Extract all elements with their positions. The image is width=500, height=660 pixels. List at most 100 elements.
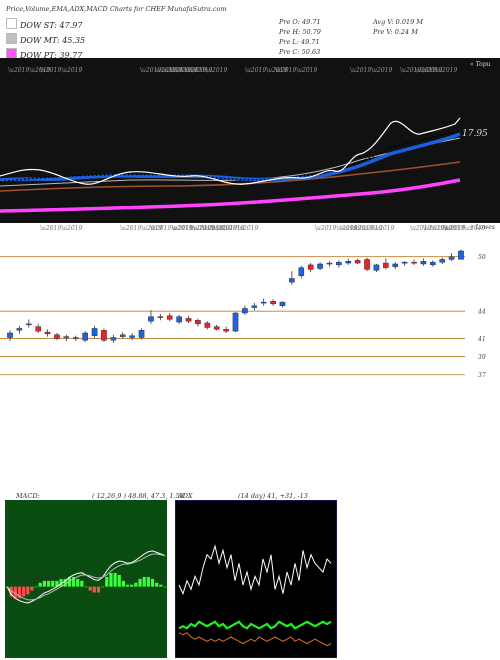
legend-swatch-icon [6, 33, 17, 44]
macd-hist-bar [34, 586, 38, 588]
tick-mark: \u2019\u2019 [275, 67, 317, 74]
y-tick-label: 44 [477, 309, 486, 316]
adx-panel [175, 500, 337, 658]
legend-label: DOW MT: 45.35 [20, 36, 86, 45]
candle [430, 260, 436, 267]
tick-mark: \u2019\u2019 [140, 67, 182, 74]
candle-body [317, 263, 323, 269]
candle [439, 257, 446, 264]
macd-hist-bar [38, 582, 42, 587]
macd-hist-bar [84, 586, 88, 588]
macd-title: MACD: [16, 492, 40, 500]
candle [242, 305, 248, 315]
candle [298, 265, 305, 279]
candle-body [336, 261, 342, 266]
macd-hist-bar [92, 586, 96, 593]
candlestick-series [7, 249, 464, 343]
candle [176, 314, 182, 324]
ema-panel: \u2019\u2019 \u2019\u2019 \u2019\u2019 \… [0, 58, 500, 223]
candle [25, 319, 32, 328]
candle-body [289, 278, 295, 283]
candle [63, 334, 70, 342]
macd-hist-bar [146, 576, 150, 587]
candle-body [401, 261, 408, 264]
candle-body [279, 301, 286, 306]
macd-hist-bar [134, 582, 138, 587]
candle [364, 257, 370, 272]
macd-hist-bar [117, 575, 121, 587]
macd-hist-bar [125, 584, 130, 587]
tick-mark: \u2019\u2019 [40, 225, 82, 232]
tick-mark: \u2019\u2019 [315, 225, 357, 232]
candle [411, 259, 417, 265]
macd-series-line [6, 553, 166, 601]
candle-body [430, 261, 436, 266]
candle [260, 298, 267, 306]
macd-hist-bar [30, 586, 34, 591]
adx-lines [178, 544, 332, 647]
macd-hist-bar [130, 584, 134, 587]
candlestick-date-ticks: \u2019\u2019 \u2019\u2019 \u2019\u2019 \… [40, 225, 485, 232]
candle [270, 299, 276, 306]
candle-body [166, 315, 173, 320]
tick-mark: \u2019\u2019 [216, 225, 258, 232]
tick-mark: \u2019\u2019 [190, 225, 232, 232]
y-tick-label: 50 [478, 254, 486, 261]
tick-mark: \u2019\u2019 [350, 67, 392, 74]
macd-hist-bar [163, 586, 167, 588]
macd-hist-bar [55, 580, 59, 587]
ema-black-dotted-line [0, 129, 461, 183]
candle-body [373, 264, 380, 271]
candle [138, 328, 145, 340]
macd-lines [6, 550, 166, 604]
candle-body [35, 326, 41, 332]
candlestick-panel: \u2019\u2019 \u2019\u2019 \u2019\u2019 \… [0, 224, 495, 379]
candle [72, 335, 79, 342]
tick-mark: \u2019\u2019 [340, 225, 382, 232]
macd-hist-bar [13, 586, 17, 599]
candle-body [138, 330, 145, 338]
y-tick-label: 41 [477, 336, 486, 343]
stat-close: Pre C: 50.63 [279, 48, 321, 56]
candle-body [7, 332, 13, 338]
macd-hist-bar [109, 573, 113, 587]
candle-body [326, 262, 333, 265]
tick-mark: \u2019\u2019 [400, 67, 442, 74]
candle [148, 310, 154, 324]
macd-hist-bar [80, 580, 84, 587]
candle [354, 258, 361, 264]
candle-body [364, 259, 370, 270]
candle [223, 326, 229, 333]
candlestick-corner-label: « Lowes [470, 224, 495, 231]
tick-mark: \u2019\u2019 [202, 225, 244, 232]
tick-mark: \u2019\u2019 [443, 225, 485, 232]
macd-hist-bar [159, 584, 163, 587]
candle [289, 271, 295, 285]
candle [326, 261, 333, 267]
candle-body [270, 300, 276, 305]
candle [195, 318, 201, 327]
macd-hist-bar [42, 580, 47, 587]
legend-label: DOW PT: 39.77 [20, 51, 83, 60]
candle [82, 331, 88, 343]
candle-body [54, 334, 60, 339]
candle-body [195, 320, 201, 325]
candle [458, 249, 464, 260]
macd-hist-bar [138, 578, 142, 587]
candle-body [91, 328, 98, 336]
candle-body [213, 326, 220, 330]
candle-body [242, 308, 248, 314]
dow-legend: DOW ST: 47.97 DOW MT: 45.35 DOW PT: 39.7… [6, 18, 85, 60]
tick-mark: \u2019\u2019 [415, 67, 457, 74]
macd-hist-bar [88, 586, 92, 591]
candle-body [82, 332, 88, 341]
candle-body [204, 322, 211, 328]
candle [317, 262, 323, 271]
adx-series-line [178, 544, 332, 596]
adx-params: (14 day) 41, +31, -13 [238, 492, 308, 500]
candle [401, 261, 408, 266]
tick-mark: \u2019\u2019 [423, 225, 465, 232]
candle [279, 301, 286, 308]
candle [345, 258, 352, 265]
candle [101, 328, 107, 343]
